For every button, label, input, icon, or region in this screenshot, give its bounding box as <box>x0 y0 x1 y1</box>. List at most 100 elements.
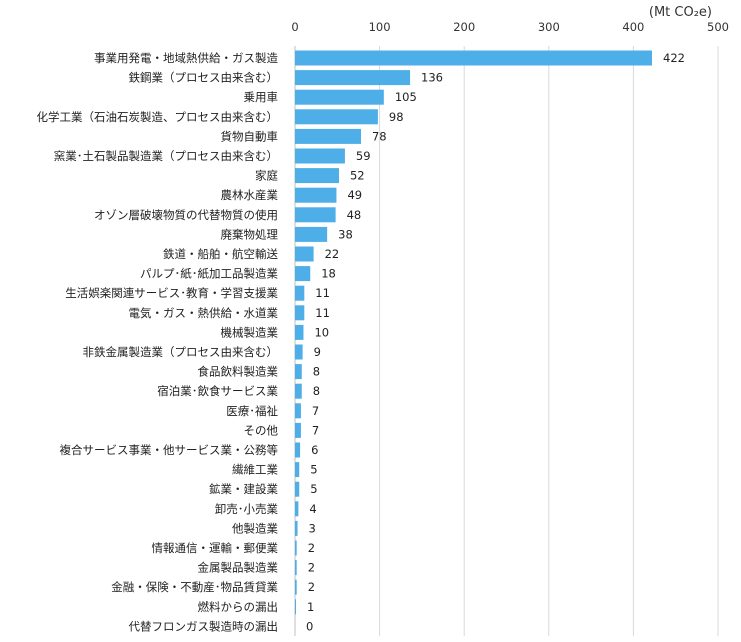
category-label: 鉄鋼業（プロセス由来含む） <box>129 71 279 85</box>
category-label: 鉄道・船舶・航空輸送 <box>163 247 278 261</box>
category-label: 乗用車 <box>244 90 279 104</box>
x-tick-label: 0 <box>291 20 298 34</box>
category-label: 廃棄物処理 <box>221 227 279 241</box>
value-label: 2 <box>308 561 315 575</box>
gridlines <box>294 46 719 636</box>
bar <box>295 148 345 164</box>
bar <box>295 579 297 595</box>
category-label: 金属製品製造業 <box>198 561 279 575</box>
value-label: 8 <box>313 365 320 379</box>
bar <box>295 442 301 458</box>
unit-label: (Mt CO₂e) <box>649 5 712 20</box>
category-label: 事業用発電・地域熱供給・ガス製造 <box>94 51 278 65</box>
bar <box>295 285 305 301</box>
bar <box>295 266 311 282</box>
category-label: 宿泊業･飲食サービス業 <box>157 384 278 398</box>
bar <box>295 540 297 556</box>
bar <box>295 207 336 223</box>
value-label: 52 <box>350 169 365 183</box>
bar <box>295 403 301 419</box>
value-label: 22 <box>325 247 340 261</box>
x-tick-label: 100 <box>369 20 391 34</box>
bar <box>295 89 384 105</box>
value-label: 9 <box>314 345 321 359</box>
value-label: 10 <box>314 325 329 339</box>
value-label: 0 <box>306 619 313 633</box>
bar <box>295 70 411 86</box>
value-label: 7 <box>312 404 319 418</box>
value-label: 5 <box>310 463 317 477</box>
category-label: 農林水産業 <box>221 188 279 202</box>
value-label: 4 <box>309 502 316 516</box>
category-label: 家庭 <box>255 169 278 183</box>
category-label: 繊維工業 <box>232 463 278 477</box>
category-label: 生活娯楽関連サービス･教育・学習支援業 <box>65 286 278 300</box>
value-label: 18 <box>321 267 336 281</box>
category-label: パルプ･紙･紙加工品製造業 <box>140 267 278 281</box>
bar <box>295 226 328 242</box>
x-tick-label: 300 <box>538 20 560 34</box>
value-label: 48 <box>347 208 362 222</box>
value-label: 105 <box>395 90 417 104</box>
category-label: 燃料からの漏出 <box>198 600 279 614</box>
bar <box>295 305 305 321</box>
category-label: 食品飲料製造業 <box>198 365 279 379</box>
category-label: 他製造業 <box>232 521 278 535</box>
bar <box>295 481 300 497</box>
bar <box>295 246 314 262</box>
value-label: 11 <box>315 286 330 300</box>
value-label: 5 <box>310 482 317 496</box>
value-label: 136 <box>421 71 443 85</box>
category-label: 化学工業（石油石炭製造、プロセス由来含む） <box>37 110 279 124</box>
value-label: 6 <box>311 443 318 457</box>
bar <box>295 344 303 360</box>
category-label: 金融・保険・不動産･物品賃貸業 <box>111 580 278 594</box>
x-tick-label: 500 <box>707 20 729 34</box>
bar <box>295 128 361 144</box>
bar <box>295 560 297 576</box>
category-label: 医療･福祉 <box>226 404 278 418</box>
category-label: 情報通信・運輸・郵便業 <box>152 541 279 555</box>
bar <box>295 462 300 478</box>
bar <box>295 324 304 340</box>
value-label: 78 <box>372 129 387 143</box>
bar <box>295 187 337 203</box>
bars <box>295 50 653 615</box>
category-label: 貨物自動車 <box>221 129 279 143</box>
category-label: 卸売･小売業 <box>215 502 279 516</box>
category-label: 窯業･土石製品製造業（プロセス由来含む） <box>54 149 278 163</box>
x-tick-label: 200 <box>453 20 475 34</box>
value-label: 3 <box>309 521 316 535</box>
value-label: 11 <box>315 306 330 320</box>
bar <box>295 383 302 399</box>
value-label: 2 <box>308 541 315 555</box>
value-label: 2 <box>308 580 315 594</box>
category-label: 鉱業・建設業 <box>209 482 278 496</box>
bar <box>295 599 296 615</box>
value-label: 7 <box>312 423 319 437</box>
value-label: 98 <box>389 110 404 124</box>
category-label: 機械製造業 <box>221 325 279 339</box>
value-label: 49 <box>347 188 362 202</box>
value-label: 38 <box>338 227 353 241</box>
bar <box>295 50 653 66</box>
bar <box>295 109 378 125</box>
bar <box>295 364 302 380</box>
value-label: 8 <box>313 384 320 398</box>
category-label: その他 <box>244 423 279 437</box>
category-label: オゾン層破壊物質の代替物質の使用 <box>94 208 278 222</box>
category-label: 複合サービス事業・他サービス業・公務等 <box>60 443 279 457</box>
bar <box>295 501 299 517</box>
value-label: 1 <box>307 600 314 614</box>
x-tick-label: 400 <box>622 20 644 34</box>
category-label: 非鉄金属製造業（プロセス由来含む） <box>83 345 279 359</box>
bar <box>295 520 298 536</box>
category-label: 電気・ガス・熱供給・水道業 <box>129 306 279 320</box>
value-label: 59 <box>356 149 371 163</box>
bar <box>295 168 339 184</box>
value-label: 422 <box>663 51 685 65</box>
category-label: 代替フロンガス製造時の漏出 <box>129 619 279 633</box>
bar <box>295 422 301 438</box>
